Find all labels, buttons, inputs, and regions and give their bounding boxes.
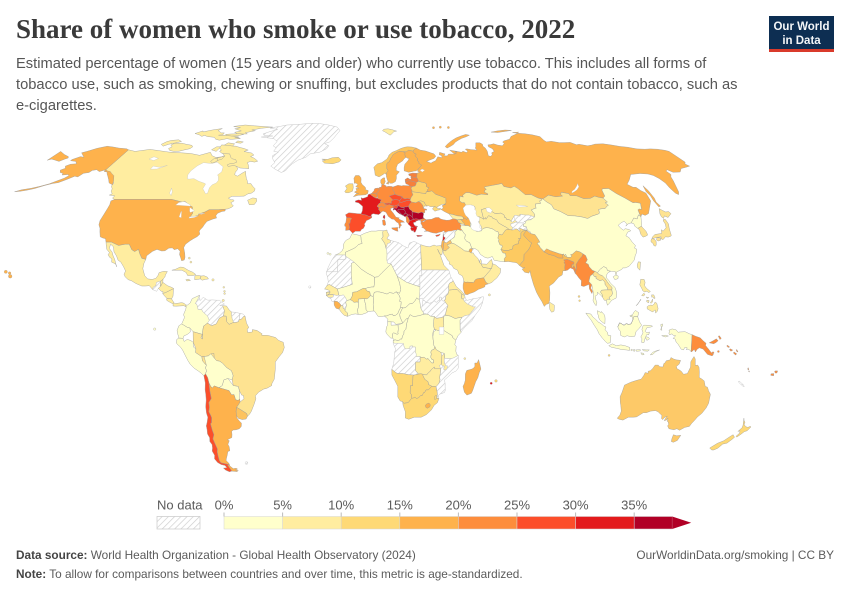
svg-text:10%: 10% <box>328 498 354 513</box>
svg-text:35%: 35% <box>621 498 647 513</box>
svg-text:0%: 0% <box>215 498 234 513</box>
svg-text:No data: No data <box>157 498 203 513</box>
svg-text:30%: 30% <box>563 498 589 513</box>
svg-text:15%: 15% <box>387 498 413 513</box>
svg-text:25%: 25% <box>504 498 530 513</box>
svg-text:20%: 20% <box>445 498 471 513</box>
svg-text:5%: 5% <box>273 498 292 513</box>
